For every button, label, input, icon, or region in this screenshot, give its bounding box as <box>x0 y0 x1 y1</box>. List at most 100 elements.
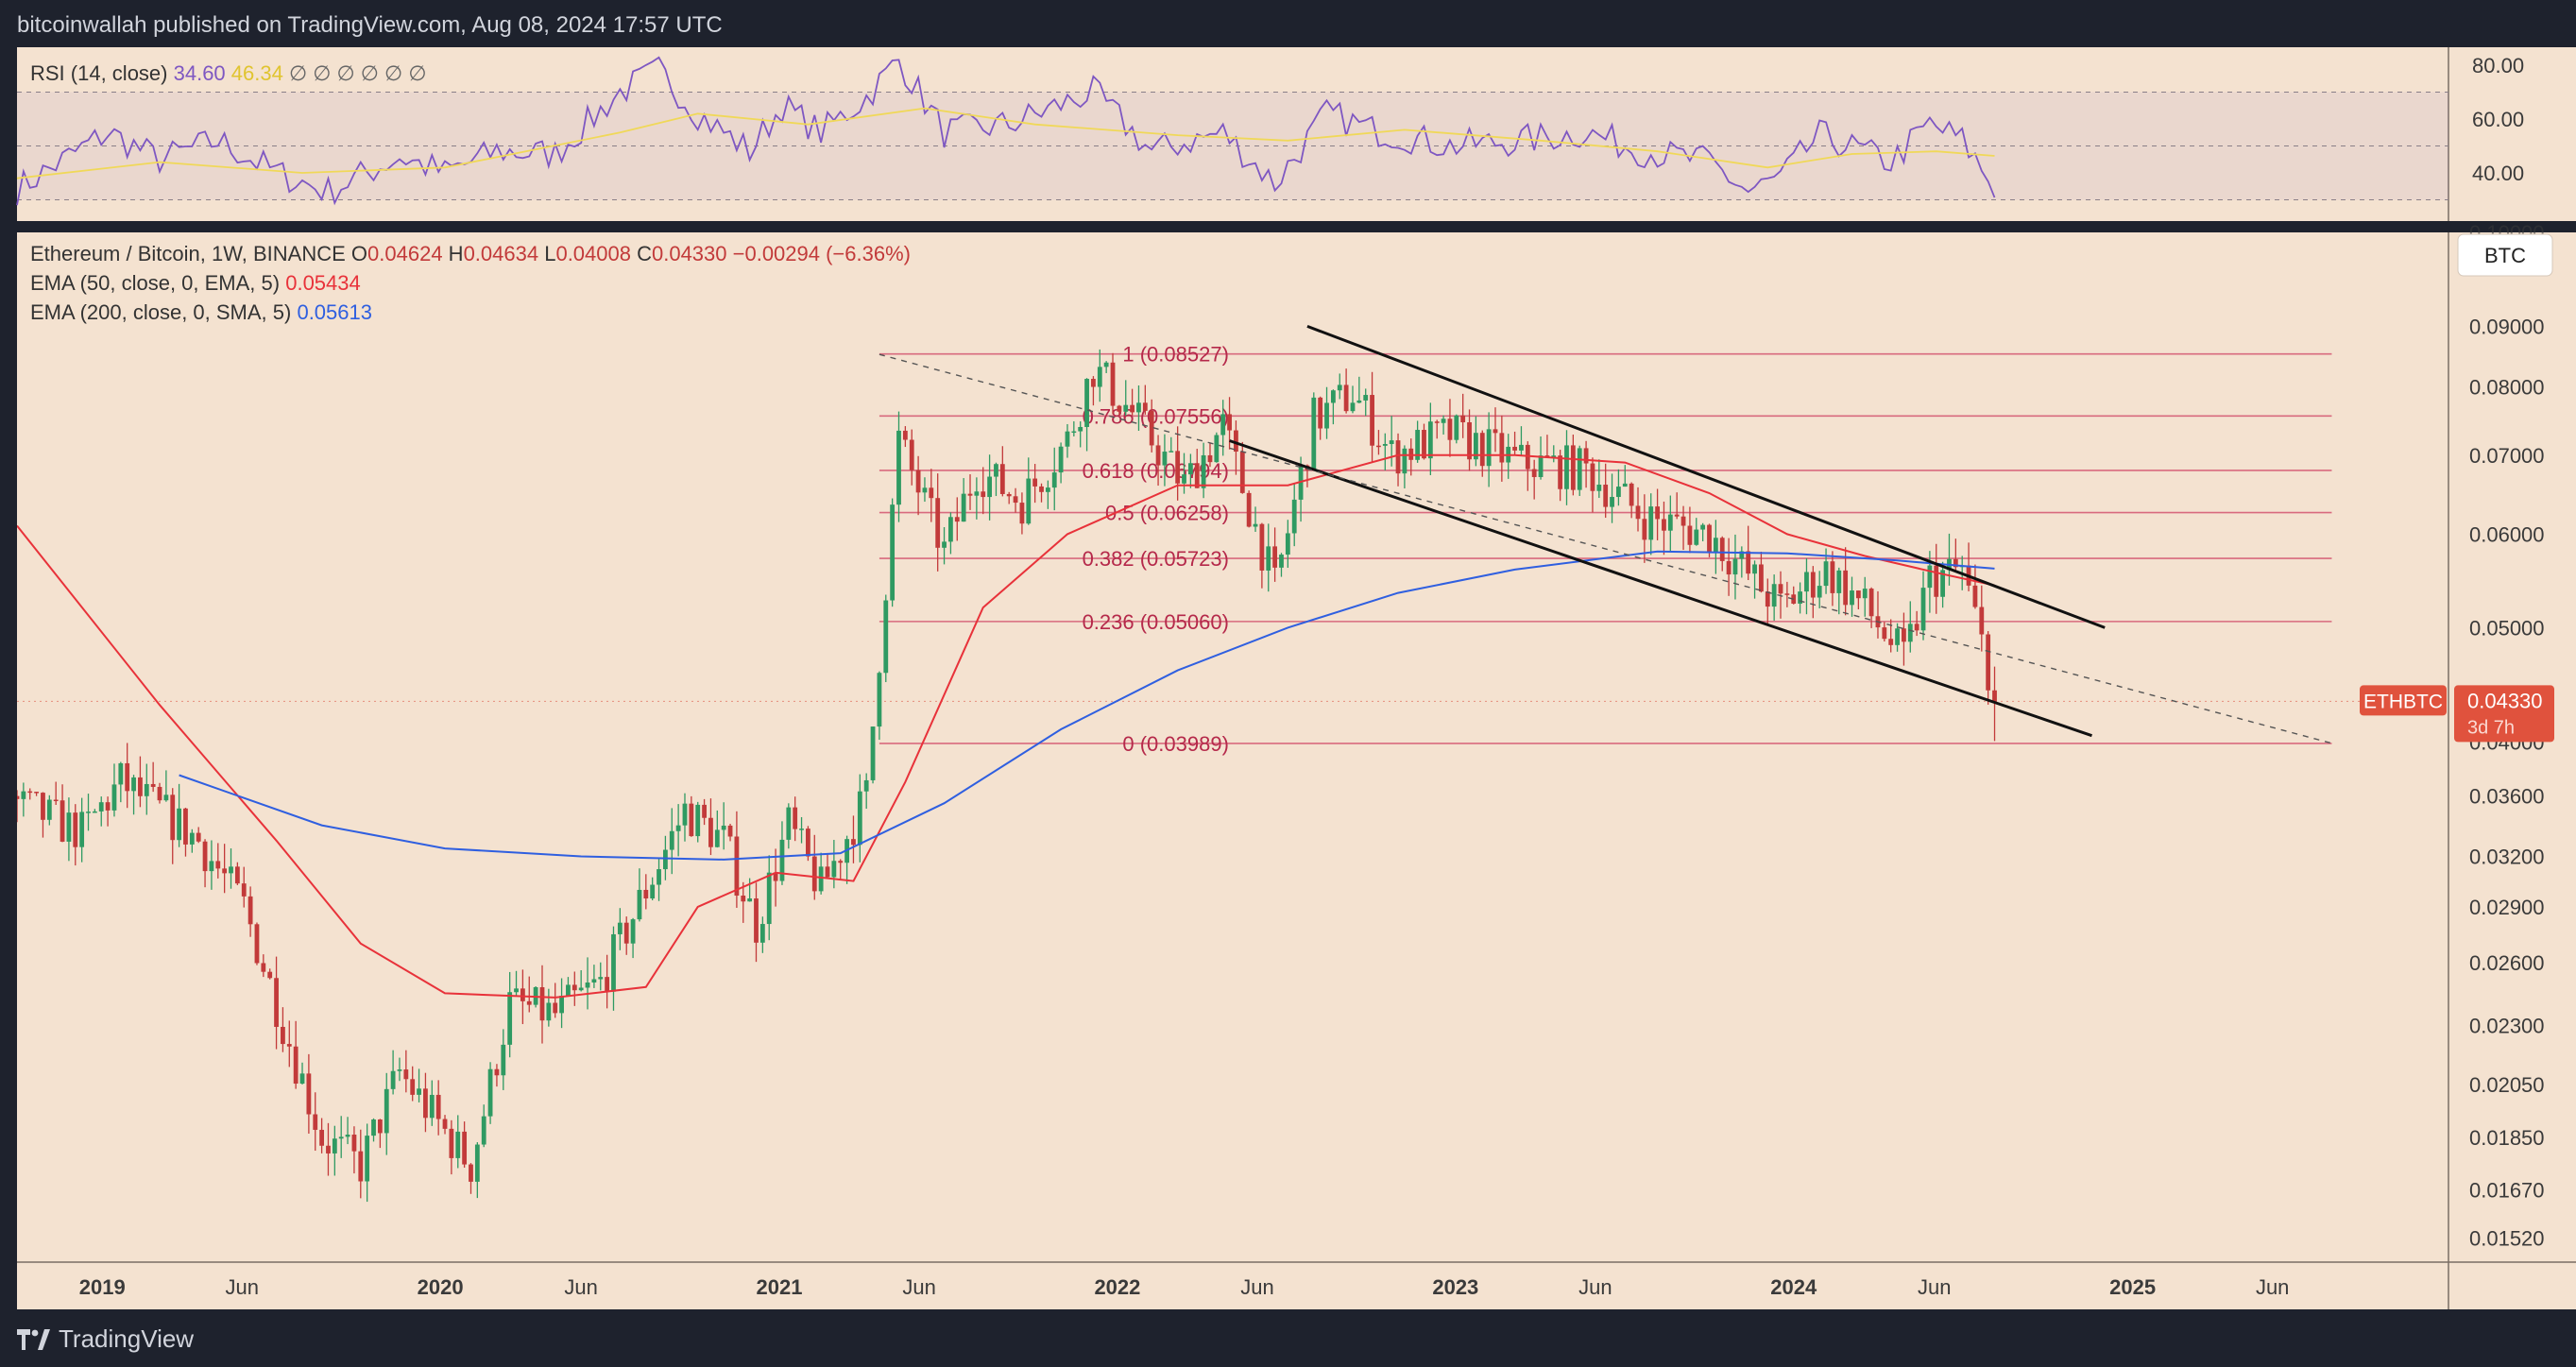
candle-body[interactable] <box>863 779 869 792</box>
candle-body[interactable] <box>1479 433 1485 467</box>
candle-body[interactable] <box>1194 463 1200 488</box>
candle-body[interactable] <box>811 856 817 892</box>
candle-body[interactable] <box>281 1026 285 1045</box>
candle-body[interactable] <box>1234 430 1238 453</box>
candle-body[interactable] <box>1026 478 1032 524</box>
candle-body[interactable] <box>397 1069 402 1071</box>
candle-body[interactable] <box>1201 454 1206 488</box>
candle-body[interactable] <box>954 517 960 522</box>
candle-body[interactable] <box>1732 558 1738 575</box>
candle-body[interactable] <box>1538 455 1544 477</box>
candle-body[interactable] <box>501 1044 506 1076</box>
candle-body[interactable] <box>131 777 136 792</box>
currency-button[interactable]: BTC <box>2457 233 2553 277</box>
candle-body[interactable] <box>73 812 78 847</box>
candle-body[interactable] <box>1285 533 1290 555</box>
trendline-channel-upper[interactable] <box>1306 324 2106 629</box>
candle-body[interactable] <box>1311 397 1317 470</box>
candle-body[interactable] <box>1687 525 1693 545</box>
candle-body[interactable] <box>695 804 701 837</box>
candle-body[interactable] <box>469 1164 473 1182</box>
candle-body[interactable] <box>818 866 824 892</box>
candle-body[interactable] <box>41 793 45 820</box>
candle-body[interactable] <box>455 1131 461 1158</box>
candle-body[interactable] <box>1019 503 1025 524</box>
candle-body[interactable] <box>1447 419 1453 440</box>
candle-body[interactable] <box>598 977 604 980</box>
candle-body[interactable] <box>1726 560 1732 575</box>
candle-body[interactable] <box>1460 415 1466 422</box>
candle-body[interactable] <box>948 517 953 542</box>
candle-body[interactable] <box>1427 421 1433 459</box>
candle-body[interactable] <box>1836 570 1842 593</box>
candle-body[interactable] <box>481 1116 486 1145</box>
candle-body[interactable] <box>669 830 674 850</box>
candle-body[interactable] <box>1992 690 1997 702</box>
candle-body[interactable] <box>202 841 208 872</box>
candle-body[interactable] <box>241 883 247 897</box>
candle-body[interactable] <box>286 1044 292 1047</box>
candle-body[interactable] <box>1467 421 1472 460</box>
candle-body[interactable] <box>1091 379 1096 387</box>
candle-body[interactable] <box>1817 586 1822 598</box>
chart-canvas[interactable]: 80.00 60.00 40.00 RSI (14, close) 34.60 46.… <box>0 47 2576 1309</box>
candle-body[interactable] <box>1531 469 1537 477</box>
candle-body[interactable] <box>79 812 85 847</box>
candle-body[interactable] <box>157 786 162 801</box>
candle-body[interactable] <box>390 1070 396 1089</box>
candle-body[interactable] <box>293 1046 299 1085</box>
candle-body[interactable] <box>1804 572 1809 592</box>
candle-body[interactable] <box>1227 414 1232 431</box>
candle-body[interactable] <box>1746 551 1751 574</box>
candle-body[interactable] <box>423 1088 428 1119</box>
candles[interactable] <box>15 349 1997 1203</box>
candle-body[interactable] <box>1402 448 1407 474</box>
candle-body[interactable] <box>1512 446 1517 451</box>
candle-body[interactable] <box>578 987 584 991</box>
candle-body[interactable] <box>177 808 182 841</box>
candle-body[interactable] <box>754 898 759 943</box>
candle-body[interactable] <box>1564 445 1569 489</box>
candle-body[interactable] <box>1616 487 1621 498</box>
candle-body[interactable] <box>1635 505 1641 520</box>
candle-body[interactable] <box>365 1136 370 1182</box>
candle-body[interactable] <box>377 1119 383 1134</box>
candle-body[interactable] <box>825 866 830 878</box>
candle-body[interactable] <box>838 861 844 863</box>
candle-body[interactable] <box>306 1073 312 1115</box>
candle-body[interactable] <box>274 978 279 1027</box>
candle-body[interactable] <box>338 1136 344 1139</box>
candle-body[interactable] <box>734 836 740 897</box>
candle-body[interactable] <box>371 1119 376 1136</box>
candle-body[interactable] <box>1694 529 1699 545</box>
candle-body[interactable] <box>1376 445 1381 448</box>
candle-body[interactable] <box>92 811 97 813</box>
candle-body[interactable] <box>345 1135 350 1137</box>
candle-body[interactable] <box>1279 555 1284 568</box>
candle-body[interactable] <box>189 832 195 845</box>
candle-body[interactable] <box>514 988 519 993</box>
candle-body[interactable] <box>999 464 1005 494</box>
candle-body[interactable] <box>1434 421 1440 423</box>
candle-body[interactable] <box>1486 429 1492 467</box>
candle-body[interactable] <box>1934 565 1939 597</box>
candle-body[interactable] <box>1422 430 1426 459</box>
candle-body[interactable] <box>721 825 726 830</box>
candle-body[interactable] <box>1862 589 1868 599</box>
candle-body[interactable] <box>358 1151 364 1182</box>
candle-body[interactable] <box>981 491 986 498</box>
candle-body[interactable] <box>1570 445 1576 490</box>
candle-body[interactable] <box>662 849 668 870</box>
candle-body[interactable] <box>1330 390 1336 403</box>
candle-body[interactable] <box>1940 570 1946 597</box>
candle-body[interactable] <box>351 1135 357 1152</box>
trendline-mid-dashed[interactable] <box>879 353 2332 744</box>
candle-body[interactable] <box>144 783 149 796</box>
candle-body[interactable] <box>1525 444 1530 470</box>
candle-body[interactable] <box>1519 444 1524 451</box>
candle-body[interactable] <box>1713 538 1718 553</box>
candle-body[interactable] <box>553 1002 558 1014</box>
candle-body[interactable] <box>1155 445 1161 466</box>
candle-body[interactable] <box>617 922 623 934</box>
candle-body[interactable] <box>1719 538 1725 561</box>
